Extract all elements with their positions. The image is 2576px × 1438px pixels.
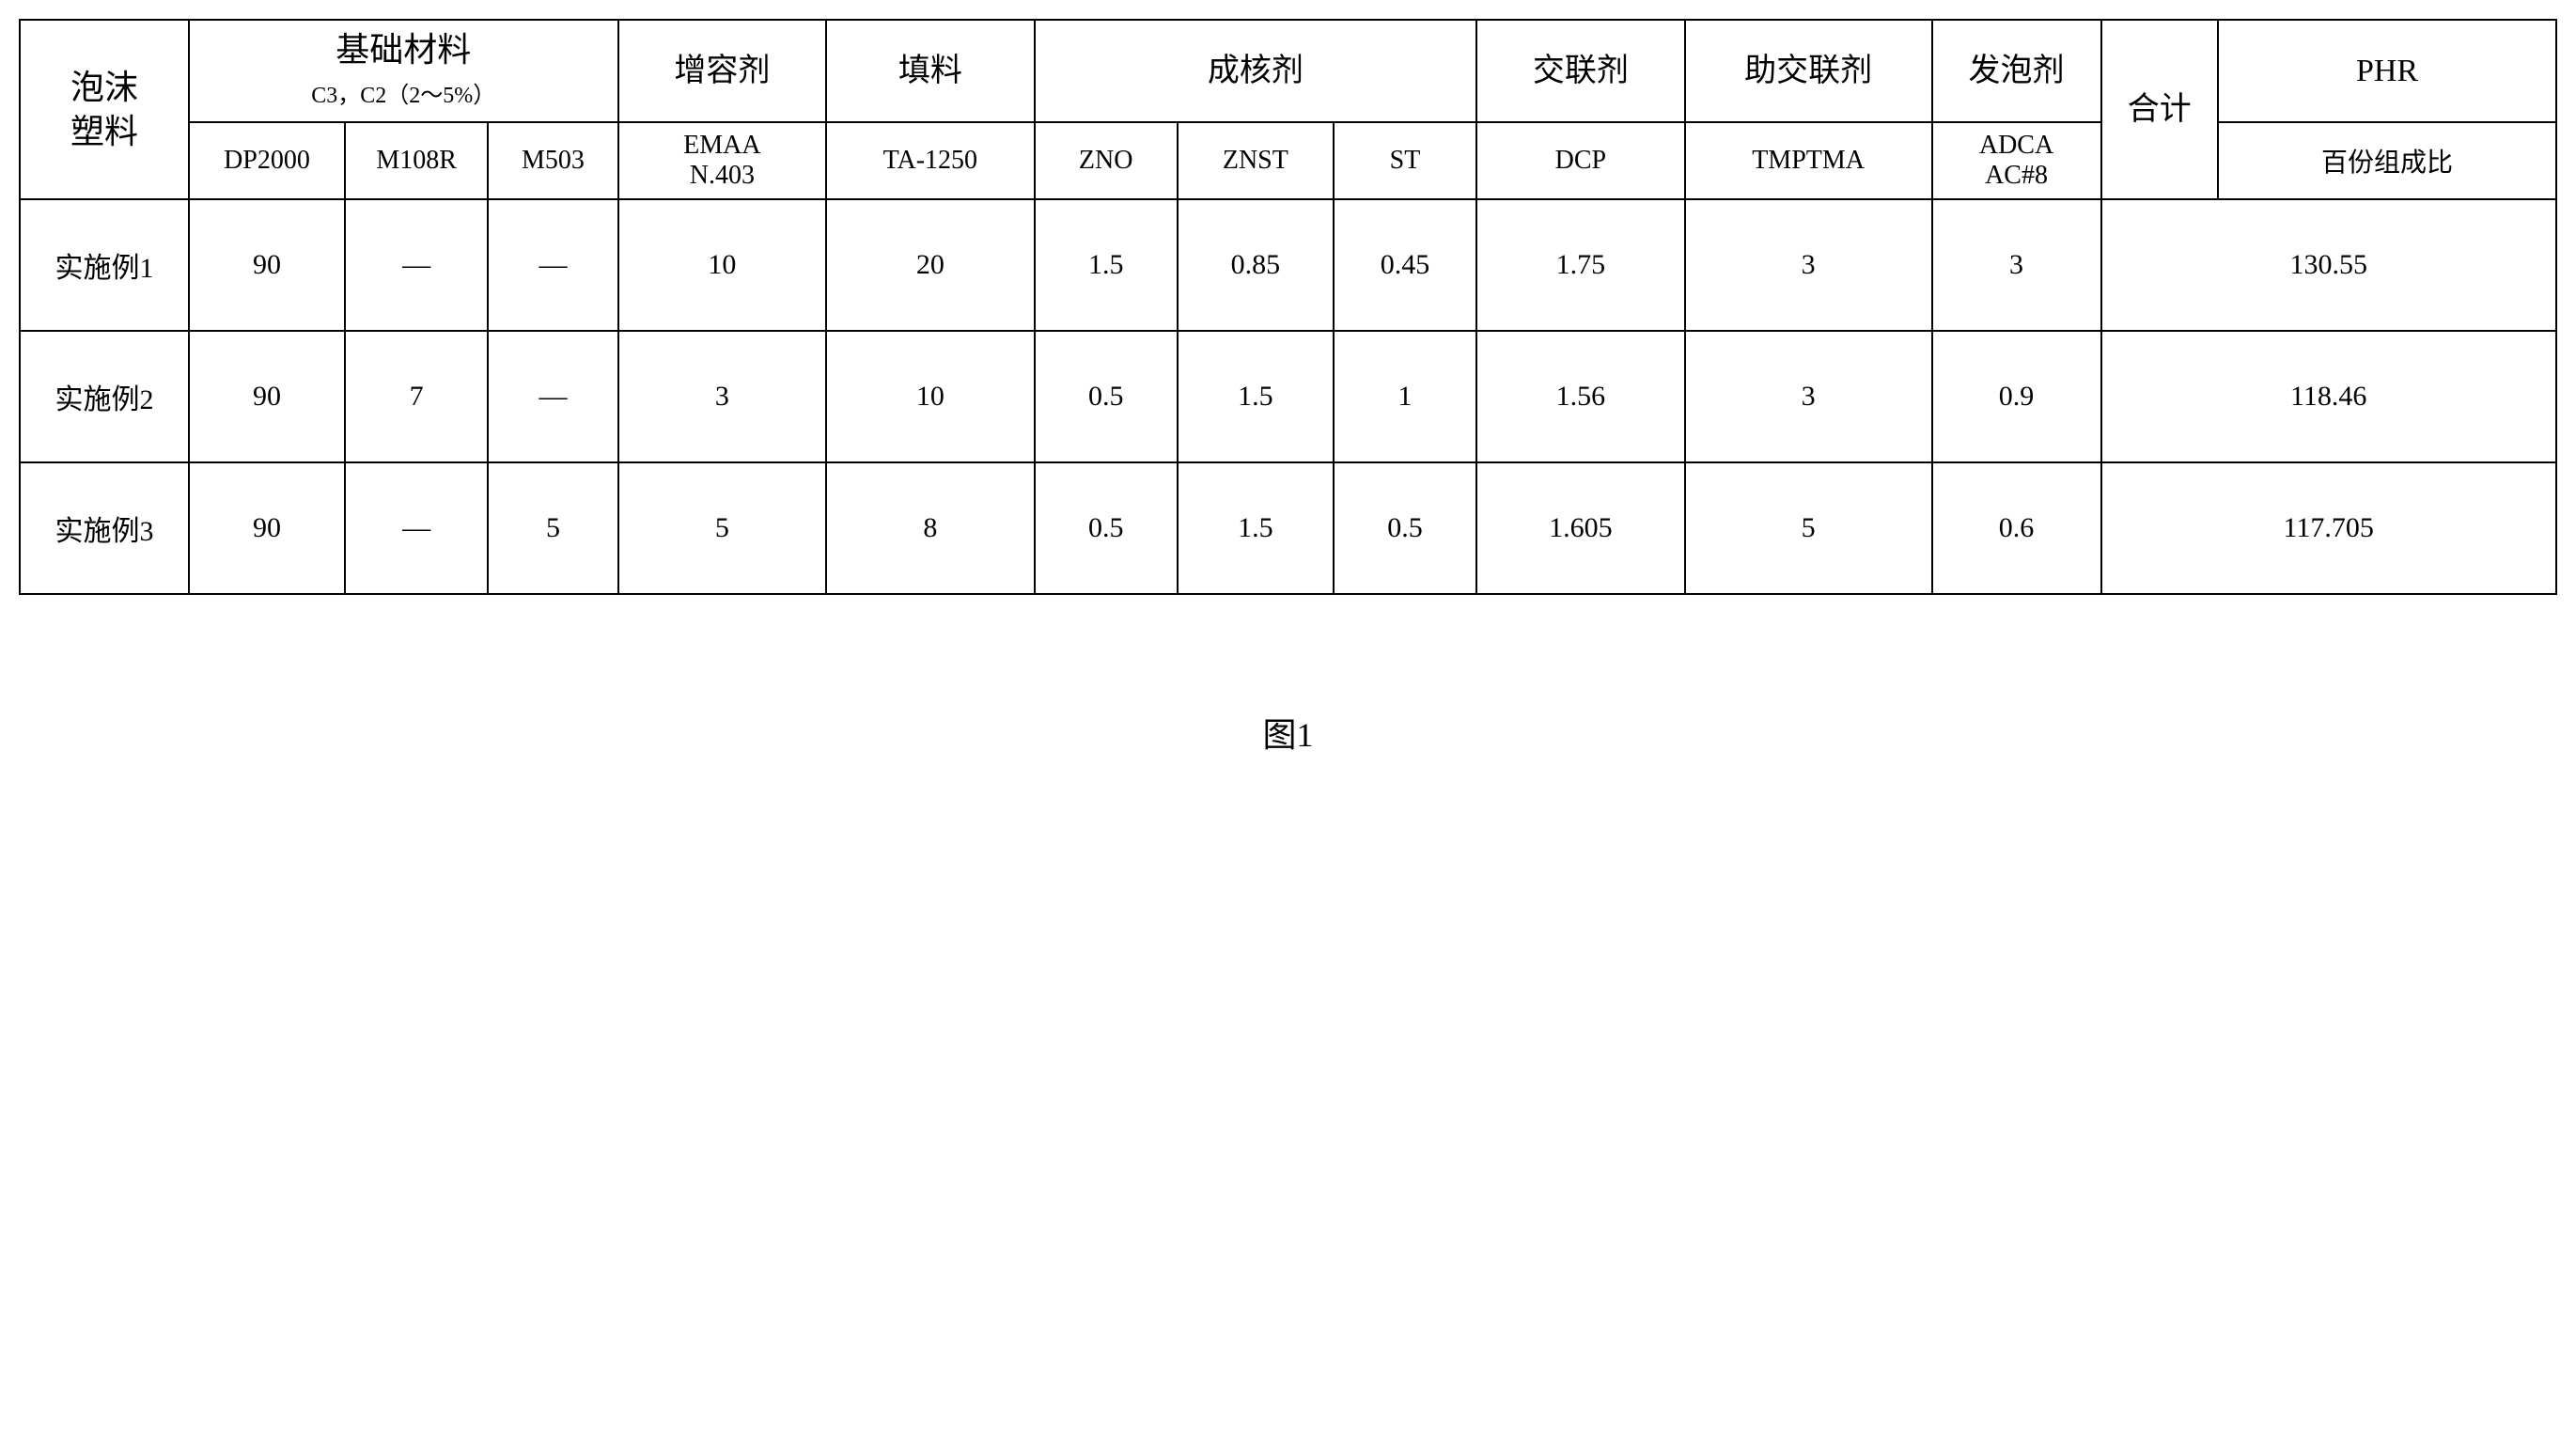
table-row: 实施例3 90 — 5 5 8 0.5 1.5 0.5 1.605 5 0.6 … — [20, 462, 2556, 594]
header-foaming-agent: 发泡剂 — [1932, 20, 2101, 122]
sub-emaa-l2: N.403 — [690, 161, 755, 190]
sub-adca-l1: ADCA — [1979, 131, 2053, 160]
header-crosslinker: 交联剂 — [1476, 20, 1684, 122]
cell-dcp: 1.605 — [1476, 462, 1684, 594]
cell-znst: 1.5 — [1178, 331, 1334, 462]
sub-adca: ADCA AC#8 — [1932, 122, 2101, 199]
cell-dp2000: 90 — [189, 331, 345, 462]
cell-emaa: 3 — [618, 331, 826, 462]
cell-adca: 3 — [1932, 199, 2101, 331]
composition-table-container: 泡沫 塑料 基础材料 C3，C2（2～5%） 增容剂 填料 成核剂 交联剂 助交… — [19, 19, 2557, 757]
cell-st: 0.5 — [1334, 462, 1476, 594]
cell-tmptma: 5 — [1685, 462, 1932, 594]
cell-zno: 0.5 — [1035, 462, 1178, 594]
cell-label: 实施例2 — [20, 331, 189, 462]
base-material-title: 基础材料 — [336, 31, 471, 69]
base-material-sub: C3，C2（2～5%） — [311, 84, 495, 108]
row-label-line2: 塑料 — [70, 113, 138, 150]
cell-adca: 0.6 — [1932, 462, 2101, 594]
cell-m108r: — — [345, 199, 488, 331]
cell-dcp: 1.75 — [1476, 199, 1684, 331]
cell-label: 实施例1 — [20, 199, 189, 331]
cell-st: 0.45 — [1334, 199, 1476, 331]
header-total: 合计 — [2101, 20, 2219, 199]
cell-dp2000: 90 — [189, 462, 345, 594]
header-row-1: 泡沫 塑料 基础材料 C3，C2（2～5%） 增容剂 填料 成核剂 交联剂 助交… — [20, 20, 2556, 122]
cell-m503: — — [488, 331, 617, 462]
sub-ta1250: TA-1250 — [826, 122, 1034, 199]
sub-tmptma: TMPTMA — [1685, 122, 1932, 199]
header-filler: 填料 — [826, 20, 1034, 122]
sub-adca-l2: AC#8 — [1985, 161, 2048, 190]
header-compatibilizer: 增容剂 — [618, 20, 826, 122]
cell-tmptma: 3 — [1685, 199, 1932, 331]
cell-adca: 0.9 — [1932, 331, 2101, 462]
cell-emaa: 5 — [618, 462, 826, 594]
cell-m108r: 7 — [345, 331, 488, 462]
cell-m503: 5 — [488, 462, 617, 594]
sub-emaa: EMAA N.403 — [618, 122, 826, 199]
cell-znst: 1.5 — [1178, 462, 1334, 594]
row-header-label: 泡沫 塑料 — [20, 20, 189, 199]
cell-znst: 0.85 — [1178, 199, 1334, 331]
cell-ta1250: 20 — [826, 199, 1034, 331]
cell-zno: 0.5 — [1035, 331, 1178, 462]
cell-dcp: 1.56 — [1476, 331, 1684, 462]
cell-total: 130.55 — [2101, 199, 2557, 331]
cell-label: 实施例3 — [20, 462, 189, 594]
sub-zno: ZNO — [1035, 122, 1178, 199]
table-row: 实施例1 90 — — 10 20 1.5 0.85 0.45 1.75 3 3… — [20, 199, 2556, 331]
sub-st: ST — [1334, 122, 1476, 199]
cell-st: 1 — [1334, 331, 1476, 462]
sub-znst: ZNST — [1178, 122, 1334, 199]
cell-ta1250: 8 — [826, 462, 1034, 594]
row-label-line1: 泡沫 — [70, 69, 138, 106]
table-row: 实施例2 90 7 — 3 10 0.5 1.5 1 1.56 3 0.9 11… — [20, 331, 2556, 462]
cell-dp2000: 90 — [189, 199, 345, 331]
sub-m108r: M108R — [345, 122, 488, 199]
cell-total: 118.46 — [2101, 331, 2557, 462]
composition-table: 泡沫 塑料 基础材料 C3，C2（2～5%） 增容剂 填料 成核剂 交联剂 助交… — [19, 19, 2557, 595]
sub-emaa-l1: EMAA — [683, 131, 760, 160]
cell-total: 117.705 — [2101, 462, 2557, 594]
cell-emaa: 10 — [618, 199, 826, 331]
header-nucleating-agent: 成核剂 — [1035, 20, 1477, 122]
table-caption: 图1 — [19, 708, 2557, 757]
sub-percent-composition: 百份组成比 — [2218, 122, 2556, 199]
header-phr: PHR — [2218, 20, 2556, 122]
table-body: 实施例1 90 — — 10 20 1.5 0.85 0.45 1.75 3 3… — [20, 199, 2556, 594]
cell-ta1250: 10 — [826, 331, 1034, 462]
sub-dcp: DCP — [1476, 122, 1684, 199]
header-co-crosslinker: 助交联剂 — [1685, 20, 1932, 122]
sub-m503: M503 — [488, 122, 617, 199]
sub-dp2000: DP2000 — [189, 122, 345, 199]
cell-tmptma: 3 — [1685, 331, 1932, 462]
cell-zno: 1.5 — [1035, 199, 1178, 331]
cell-m503: — — [488, 199, 617, 331]
cell-m108r: — — [345, 462, 488, 594]
header-base-material: 基础材料 C3，C2（2～5%） — [189, 20, 618, 122]
